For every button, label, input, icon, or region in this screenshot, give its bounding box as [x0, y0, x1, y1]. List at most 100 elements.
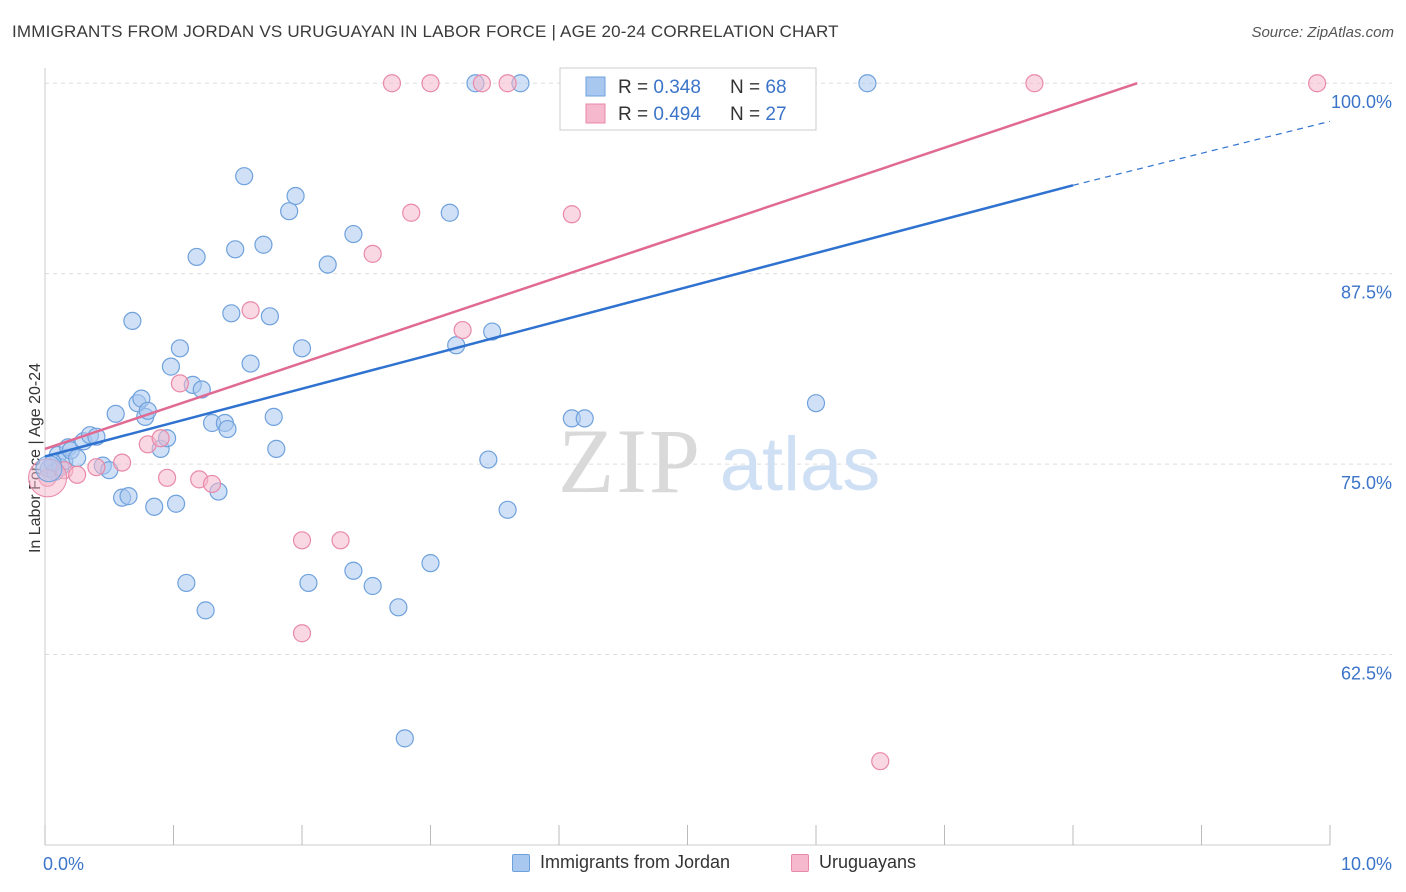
- legend-bottom: Immigrants from Jordan Uruguayans: [0, 852, 1406, 876]
- legend-n-value-pink: 27: [765, 104, 786, 125]
- y-tick-label: 100.0%: [1331, 92, 1392, 112]
- point-uruguayans: [112, 453, 132, 472]
- point-uruguayans: [170, 374, 190, 393]
- point-uruguayans: [292, 624, 312, 643]
- svg-text:N = 68: N = 68: [730, 77, 787, 98]
- point-uruguayans: [1308, 74, 1327, 93]
- legend-r-value-pink: 0.494: [653, 104, 701, 125]
- point-jordan: [575, 409, 594, 428]
- legend-r-value-blue: 0.348: [653, 77, 701, 98]
- legend-n-label-pink: N =: [730, 104, 765, 125]
- point-uruguayans: [453, 320, 472, 340]
- legend-swatch-jordan: [512, 853, 530, 872]
- legend-n-label-blue: N =: [730, 77, 765, 98]
- watermark: ZIP atlas: [558, 410, 880, 512]
- chart-title: IMMIGRANTS FROM JORDAN VS URUGUAYAN IN L…: [12, 22, 839, 41]
- point-jordan: [145, 497, 164, 516]
- point-jordan: [299, 573, 318, 593]
- point-jordan: [161, 357, 181, 376]
- source-label: Source: ZipAtlas.com: [1251, 24, 1394, 41]
- trendline-jordan: [44, 184, 1074, 458]
- point-uruguayans: [498, 74, 517, 93]
- point-jordan: [395, 729, 414, 748]
- point-jordan: [106, 404, 125, 423]
- legend-item-jordan: Immigrants from Jordan: [512, 852, 730, 873]
- point-uruguayans: [292, 531, 312, 550]
- x-tick-label: 10.0%: [1341, 854, 1392, 874]
- point-jordan: [177, 573, 196, 593]
- point-uruguayans: [472, 74, 491, 93]
- point-jordan: [389, 598, 408, 617]
- legend-swatch-pink: [585, 103, 606, 124]
- point-uruguayans: [331, 531, 350, 550]
- point-jordan: [235, 167, 254, 186]
- point-jordan: [119, 487, 138, 506]
- point-jordan: [170, 339, 190, 358]
- point-jordan: [123, 311, 142, 331]
- y-tick-label: 75.0%: [1341, 473, 1392, 493]
- point-jordan: [363, 576, 382, 596]
- point-jordan: [166, 494, 186, 513]
- x-tick-label: 0.0%: [43, 854, 84, 874]
- svg-text:R = 0.494: R = 0.494: [618, 104, 701, 125]
- point-jordan: [498, 500, 517, 519]
- point-jordan: [241, 354, 260, 373]
- svg-text:R = 0.348: R = 0.348: [618, 77, 701, 98]
- point-jordan: [318, 255, 337, 274]
- point-uruguayans: [202, 474, 222, 494]
- legend-swatch-blue: [585, 76, 606, 97]
- legend-r-label-pink: R =: [618, 104, 653, 125]
- svg-text:N = 27: N = 27: [730, 104, 787, 125]
- trendline-jordan-extension: [1072, 120, 1331, 186]
- point-uruguayans: [87, 458, 106, 477]
- point-jordan: [187, 247, 206, 267]
- point-uruguayans: [402, 203, 421, 222]
- watermark-atlas: atlas: [720, 422, 881, 507]
- point-jordan: [267, 439, 286, 458]
- point-jordan: [858, 74, 877, 93]
- point-uruguayans: [562, 205, 581, 224]
- point-uruguayans: [241, 301, 260, 320]
- point-jordan: [226, 240, 245, 259]
- point-uruguayans: [68, 465, 87, 484]
- point-uruguayans: [151, 429, 170, 448]
- legend-label-uruguayans: Uruguayans: [819, 852, 917, 872]
- point-jordan: [254, 235, 273, 254]
- grid-layer: [45, 82, 1392, 656]
- point-jordan: [196, 601, 215, 620]
- trend-layer: [44, 82, 1331, 458]
- y-tick-label: 87.5%: [1341, 283, 1392, 303]
- tick-labels-layer: 62.5% 75.0% 87.5% 100.0% 0.0% 10.0%: [43, 92, 1392, 874]
- point-jordan: [218, 419, 237, 439]
- legend-swatch-uruguayans: [791, 853, 809, 872]
- legend-label-jordan: Immigrants from Jordan: [540, 852, 731, 872]
- point-jordan: [68, 448, 87, 468]
- point-jordan: [344, 561, 363, 580]
- point-jordan: [280, 202, 299, 221]
- watermark-zip: ZIP: [558, 410, 702, 512]
- trendline-uruguayans: [44, 82, 1138, 451]
- point-jordan: [264, 407, 283, 426]
- point-uruguayans: [421, 74, 440, 93]
- point-jordan: [260, 307, 279, 326]
- legend-top: R = 0.348 N = 68 R = 0.494 N = 27: [559, 67, 817, 131]
- point-jordan: [421, 554, 440, 573]
- point-jordan: [222, 304, 241, 323]
- point-uruguayans: [157, 468, 177, 487]
- point-uruguayans: [871, 752, 890, 771]
- point-jordan: [483, 322, 502, 341]
- points-layer: [28, 74, 1327, 771]
- legend-r-label-blue: R =: [618, 77, 653, 98]
- y-tick-label: 62.5%: [1341, 664, 1392, 684]
- point-jordan: [479, 450, 498, 469]
- point-jordan: [286, 186, 305, 206]
- legend-n-value-blue: 68: [765, 77, 786, 98]
- point-uruguayans: [382, 74, 402, 93]
- point-jordan: [292, 339, 312, 358]
- point-jordan: [344, 224, 363, 244]
- point-uruguayans: [363, 244, 382, 263]
- point-jordan: [440, 203, 459, 222]
- point-uruguayans: [1025, 74, 1044, 93]
- point-jordan: [35, 455, 63, 483]
